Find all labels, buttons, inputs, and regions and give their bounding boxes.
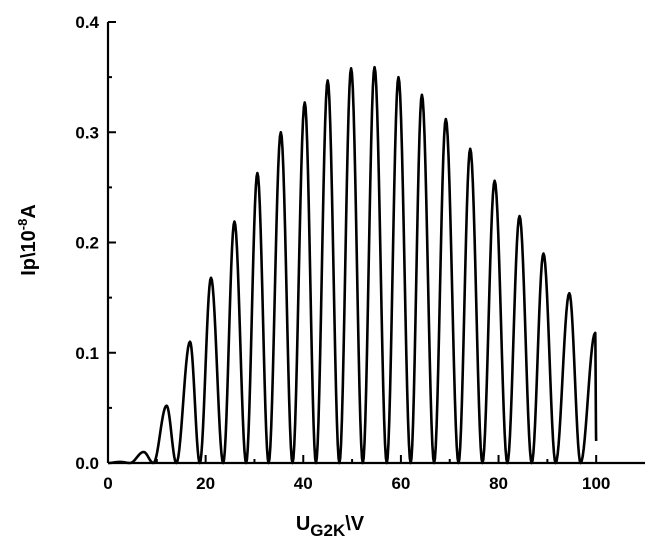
y-axis-title-main: Ip\10 <box>18 230 40 276</box>
y-tick-label: 0.3 <box>75 123 99 142</box>
x-tick-label: 0 <box>103 474 112 493</box>
plot-area <box>107 65 598 465</box>
x-axis-title-main: U <box>296 513 310 535</box>
x-tick-label: 40 <box>294 474 313 493</box>
y-axis-title-suffix: A <box>18 204 40 218</box>
y-tick-label: 0.1 <box>75 344 99 363</box>
x-tick-label: 60 <box>391 474 410 493</box>
series-line-1 <box>107 65 598 465</box>
x-axis-title-sub: G2K <box>310 521 346 540</box>
y-tick-label: 0.0 <box>75 454 99 473</box>
tick-labels: 0 20 40 60 80 100 0.0 0.1 0.2 0.3 0.4 <box>75 13 610 493</box>
y-tick-label: 0.4 <box>75 13 99 32</box>
x-axis-title: UG2K\V <box>296 513 365 540</box>
x-axis-title-suffix: \V <box>345 513 365 535</box>
y-tick-label: 0.2 <box>75 234 99 253</box>
x-tick-label: 80 <box>489 474 508 493</box>
y-axis-title-sup: -8 <box>15 219 30 231</box>
x-tick-label: 20 <box>196 474 215 493</box>
ticks <box>107 21 598 464</box>
y-axis-title: Ip\10-8A <box>15 204 40 276</box>
x-tick-label: 100 <box>582 474 610 493</box>
